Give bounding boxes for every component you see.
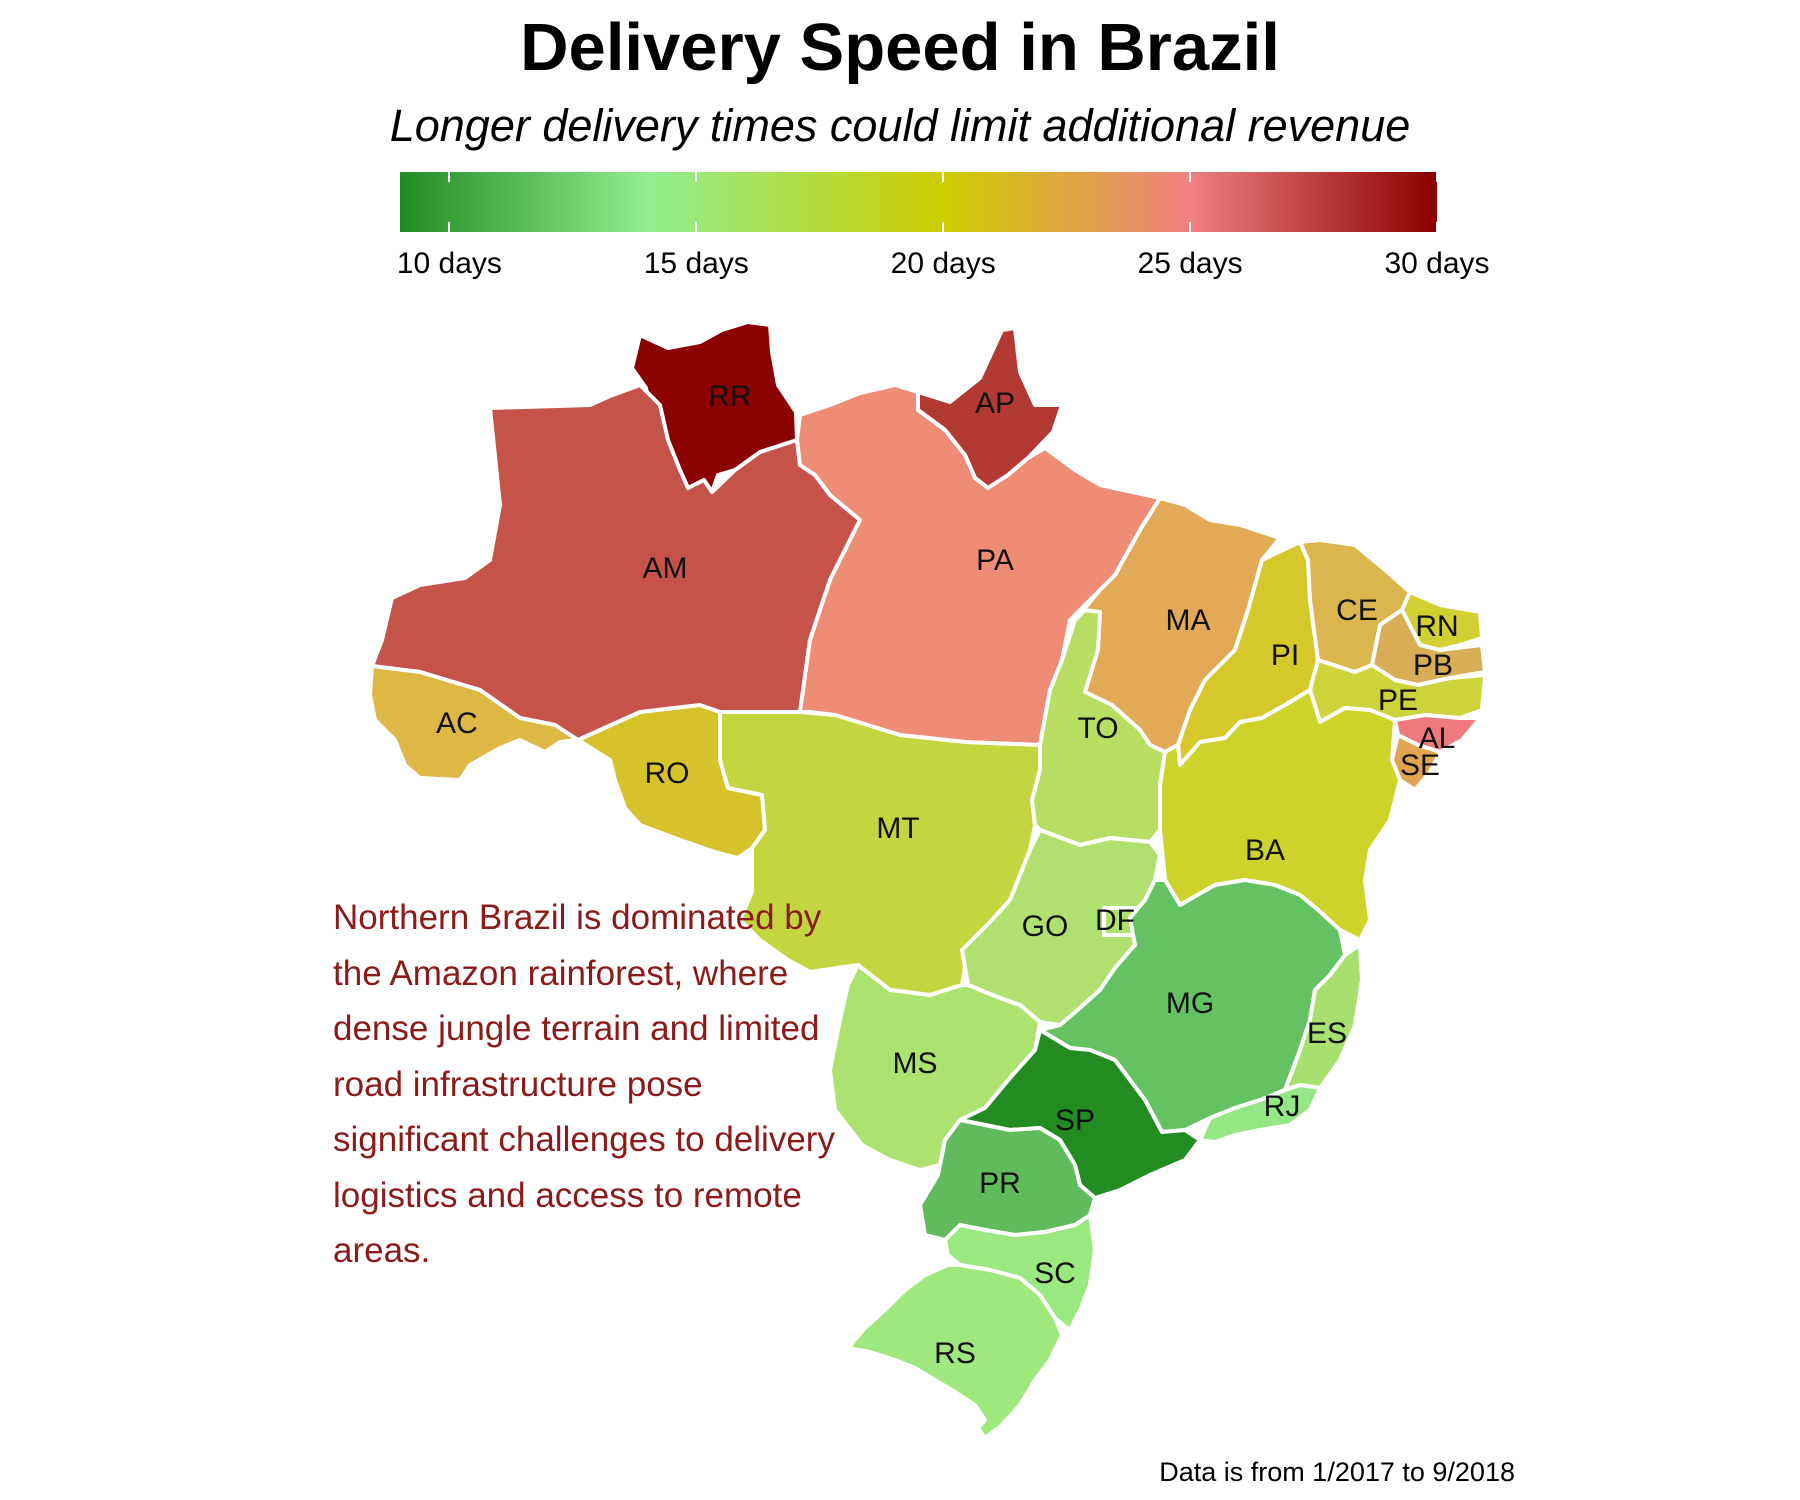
state-label-AP: AP <box>975 387 1015 420</box>
legend-tick-mark <box>448 222 451 232</box>
state-label-RN: RN <box>1415 610 1458 643</box>
legend-tick-mark <box>1189 222 1192 232</box>
legend-tick-label-20: 20 days <box>890 247 996 280</box>
legend-tick-mark <box>1436 222 1438 232</box>
state-label-GO: GO <box>1022 910 1069 943</box>
state-label-PR: PR <box>979 1167 1021 1200</box>
legend-tick-label-10: 10 days <box>396 247 502 280</box>
state-label-MT: MT <box>876 812 919 845</box>
state-label-AL: AL <box>1419 722 1456 755</box>
state-label-MG: MG <box>1166 987 1214 1020</box>
state-label-PE: PE <box>1378 684 1418 717</box>
page-title: Delivery Speed in Brazil <box>520 10 1280 85</box>
annotation-text: Northern Brazil is dominated by the Amaz… <box>333 898 835 1270</box>
state-SP[interactable] <box>958 1028 1202 1200</box>
state-label-RR: RR <box>708 380 751 413</box>
state-label-AC: AC <box>436 707 478 740</box>
state-AC[interactable] <box>368 664 580 782</box>
legend-tick-mark <box>448 172 451 182</box>
state-label-RS: RS <box>934 1337 976 1370</box>
legend-tick-label-15: 15 days <box>643 247 749 280</box>
state-label-CE: CE <box>1336 594 1378 627</box>
state-label-ES: ES <box>1307 1017 1347 1050</box>
legend-tick-mark <box>695 222 698 232</box>
legend-tick-label-25: 25 days <box>1137 247 1243 280</box>
legend-tick-mark <box>942 222 945 232</box>
state-label-PB: PB <box>1413 649 1453 682</box>
legend-tick-mark <box>1436 172 1438 182</box>
state-RJ[interactable] <box>1198 1083 1322 1144</box>
state-label-MA: MA <box>1166 604 1211 637</box>
legend-color-bar <box>400 172 1437 232</box>
state-label-TO: TO <box>1077 712 1118 745</box>
state-label-RO: RO <box>645 757 690 790</box>
state-label-SP: SP <box>1055 1104 1095 1137</box>
legend-tick-mark <box>942 172 945 182</box>
page-subtitle: Longer delivery times could limit additi… <box>389 100 1411 151</box>
state-label-BA: BA <box>1245 834 1285 867</box>
state-label-DF: DF <box>1095 904 1135 937</box>
legend-tick-mark <box>695 172 698 182</box>
legend-tick-mark <box>1189 172 1192 182</box>
state-label-PI: PI <box>1271 639 1299 672</box>
state-label-SC: SC <box>1034 1257 1076 1290</box>
state-TO[interactable] <box>1030 608 1167 847</box>
state-label-RJ: RJ <box>1264 1090 1301 1123</box>
state-RS[interactable] <box>846 1263 1064 1440</box>
color-legend: 10 days 15 days 20 days 25 days 30 days <box>0 0 1800 300</box>
state-label-MS: MS <box>893 1047 938 1080</box>
state-label-PA: PA <box>976 544 1014 577</box>
state-label-AM: AM <box>643 552 688 585</box>
legend-tick-label-30: 30 days <box>1384 247 1490 280</box>
source-note: Data is from 1/2017 to 9/2018 <box>1159 1457 1515 1487</box>
state-label-SE: SE <box>1400 749 1440 782</box>
